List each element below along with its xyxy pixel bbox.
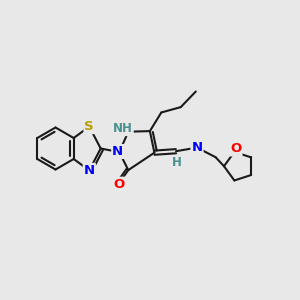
Text: S: S <box>85 120 94 133</box>
Text: N: N <box>84 164 95 177</box>
Text: H: H <box>172 156 182 169</box>
Text: N: N <box>112 145 123 158</box>
Text: NH: NH <box>113 122 133 135</box>
Text: N: N <box>191 140 203 154</box>
Text: O: O <box>114 178 125 191</box>
Text: O: O <box>230 142 242 155</box>
